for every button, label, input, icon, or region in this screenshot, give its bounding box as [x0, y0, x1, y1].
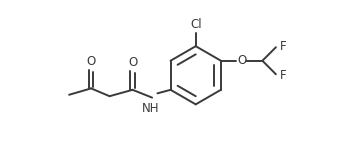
Text: NH: NH	[142, 102, 159, 115]
Text: O: O	[237, 54, 246, 67]
Text: Cl: Cl	[190, 18, 201, 31]
Text: F: F	[279, 40, 286, 53]
Text: O: O	[128, 56, 137, 69]
Text: O: O	[87, 55, 96, 68]
Text: F: F	[279, 69, 286, 82]
